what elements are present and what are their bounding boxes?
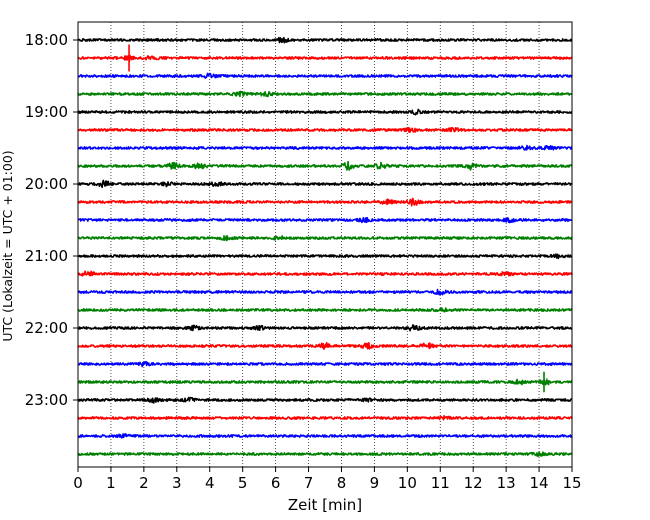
trace-2145 bbox=[77, 307, 573, 313]
trace-1830 bbox=[77, 72, 573, 79]
trace-2345 bbox=[77, 451, 573, 458]
y-axis-ticks: 18:00 19:00 20:00 21:00 22:00 23:00 bbox=[25, 31, 78, 409]
trace-1845 bbox=[77, 90, 573, 98]
y-tick-label: 20:00 bbox=[25, 175, 68, 193]
trace-2130 bbox=[77, 288, 573, 296]
vertical-grid bbox=[110, 22, 540, 467]
trace-2230 bbox=[77, 360, 573, 368]
x-tick-label: 12 bbox=[464, 474, 483, 492]
trace-1800 bbox=[77, 36, 573, 44]
x-tick-label: 4 bbox=[205, 474, 215, 492]
trace-1915 bbox=[77, 126, 573, 133]
trace-2015 bbox=[77, 197, 573, 207]
trace-1945 bbox=[77, 160, 573, 171]
x-tick-label: 10 bbox=[398, 474, 417, 492]
trace-spike-burst bbox=[123, 53, 135, 63]
x-tick-label: 15 bbox=[562, 474, 581, 492]
x-tick-label: 3 bbox=[172, 474, 182, 492]
x-tick-label: 5 bbox=[238, 474, 248, 492]
y-axis-label: UTC (Lokalzeit = UTC + 01:00) bbox=[0, 150, 15, 341]
x-tick-label: 2 bbox=[139, 474, 149, 492]
trace-1900 bbox=[77, 108, 573, 116]
x-tick-label: 0 bbox=[73, 474, 83, 492]
trace-2215 bbox=[77, 342, 573, 350]
x-axis-ticks: 0 1 2 3 4 5 6 7 8 9 10 11 12 13 14 15 bbox=[73, 467, 582, 492]
trace-2200 bbox=[77, 324, 573, 332]
trace-2300 bbox=[77, 396, 573, 404]
x-tick-label: 7 bbox=[304, 474, 314, 492]
trace-2045 bbox=[77, 235, 573, 242]
trace-1930 bbox=[77, 144, 573, 151]
x-tick-label: 13 bbox=[497, 474, 516, 492]
trace-1815 bbox=[77, 55, 573, 61]
trace-2030 bbox=[77, 216, 573, 224]
trace-lines bbox=[77, 36, 573, 458]
trace-2330 bbox=[77, 433, 573, 439]
y-tick-label: 23:00 bbox=[25, 391, 68, 409]
plot-frame bbox=[77, 21, 573, 468]
x-tick-label: 11 bbox=[431, 474, 450, 492]
x-tick-label: 6 bbox=[271, 474, 281, 492]
y-tick-label: 21:00 bbox=[25, 247, 68, 265]
trace-2100 bbox=[77, 253, 573, 260]
trace-2115 bbox=[77, 270, 573, 277]
trace-spike-burst bbox=[538, 377, 550, 386]
y-tick-label: 19:00 bbox=[25, 103, 68, 121]
y-tick-label: 18:00 bbox=[25, 31, 68, 49]
trace-2315 bbox=[77, 415, 573, 421]
x-tick-label: 1 bbox=[106, 474, 116, 492]
trace-2245 bbox=[77, 378, 573, 386]
trace-2000 bbox=[77, 179, 573, 189]
x-tick-label: 8 bbox=[337, 474, 347, 492]
x-axis-label: Zeit [min] bbox=[288, 496, 362, 514]
y-tick-label: 22:00 bbox=[25, 319, 68, 337]
x-tick-label: 9 bbox=[370, 474, 380, 492]
x-tick-label: 14 bbox=[530, 474, 549, 492]
